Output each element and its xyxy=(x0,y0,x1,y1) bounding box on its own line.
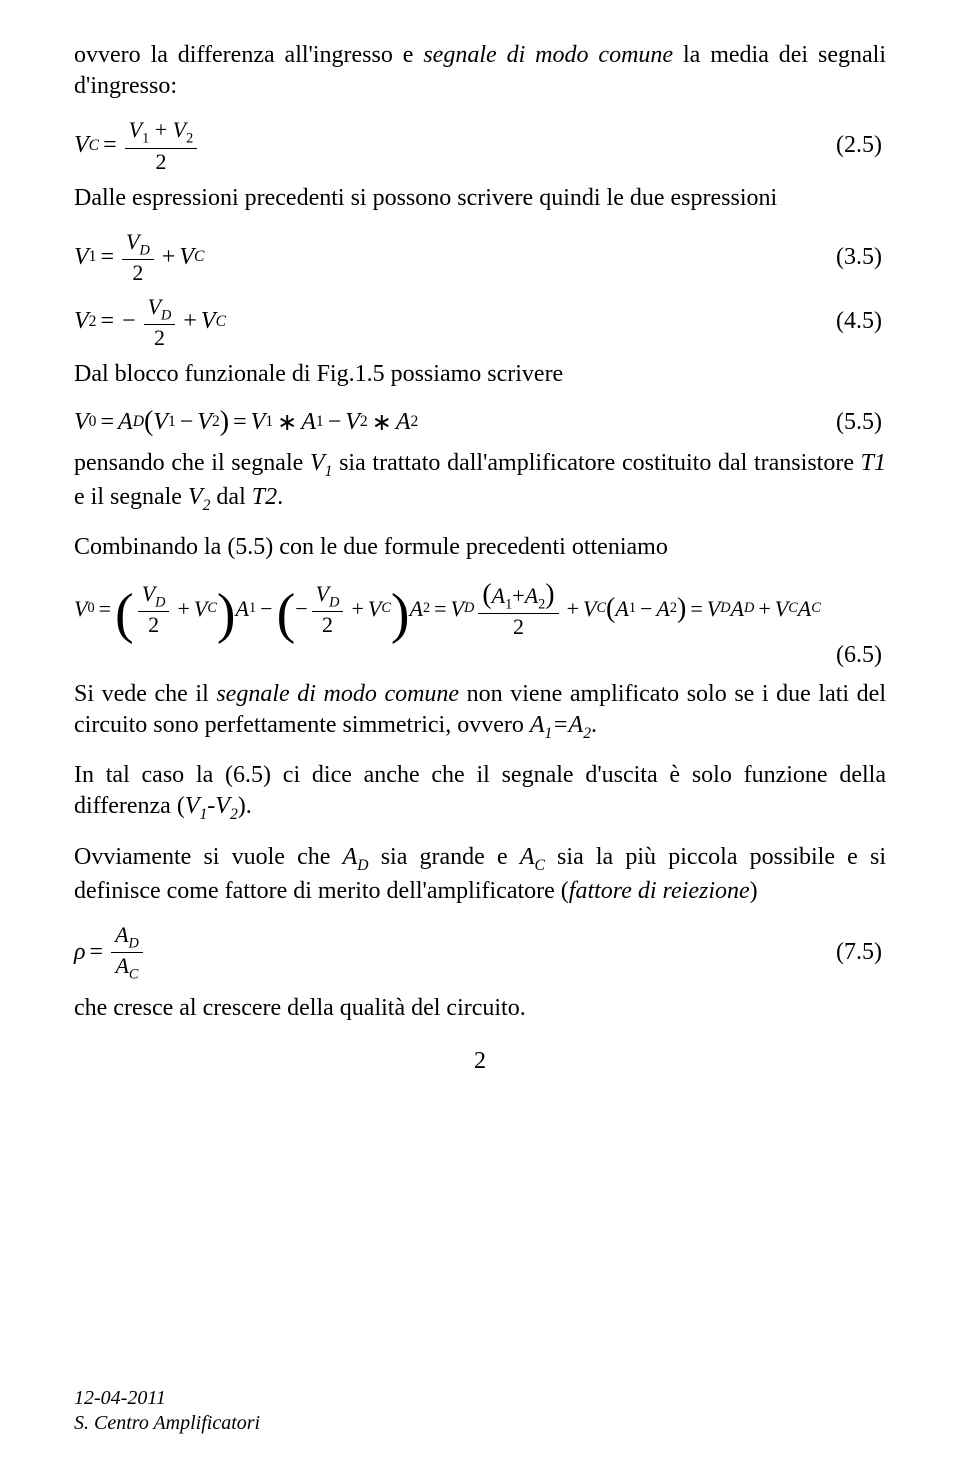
text: e il segnale xyxy=(74,484,188,510)
sym-V1: V1 xyxy=(310,450,332,476)
equation-6-5-num-row: (6.5) xyxy=(74,642,886,669)
frac: VD 2 xyxy=(144,295,176,349)
eqnum-3-5: (3.5) xyxy=(836,244,886,271)
sym-T2: T2 xyxy=(252,484,277,510)
para-si-vede: Si vede che il segnale di modo comune no… xyxy=(74,679,886,744)
equation-6-5: V0= ( VD2 +VC )A1 − (− VD2 +VC )A2 =VD (… xyxy=(74,580,886,638)
eq-7-5-body: ρ= AD AC xyxy=(74,923,147,983)
term-segnale-modo-comune-2: segnale di modo comune xyxy=(216,681,459,707)
para-intro: ovvero la differenza all'ingresso e segn… xyxy=(74,40,886,102)
sym-A1-eq-A2: A1=A2 xyxy=(530,712,591,738)
para-pensando: pensando che il segnale V1 sia trattato … xyxy=(74,448,886,516)
frac: VD 2 xyxy=(122,230,154,284)
page-number: 2 xyxy=(74,1048,886,1075)
footer-author: S. Centro Amplificatori xyxy=(74,1411,260,1436)
eqnum-6-5: (6.5) xyxy=(836,642,886,669)
frac: V1 + V2 2 xyxy=(125,118,198,172)
footer-date: 12-04-2011 xyxy=(74,1386,260,1411)
text: dal xyxy=(210,484,251,510)
sym-AC: AC xyxy=(520,844,545,870)
eqnum-4-5: (4.5) xyxy=(836,308,886,335)
eq-4-5-body: V2=− VD 2 +VC xyxy=(74,295,226,349)
para-dalle: Dalle espressioni precedenti si possono … xyxy=(74,183,886,214)
equation-5-5: V0=AD(V1−V2)=V1∗A1−V2∗A2 (5.5) xyxy=(74,406,886,438)
text: sia grande e xyxy=(369,844,520,870)
para-combinando: Combinando la (5.5) con le due formule p… xyxy=(74,532,886,563)
sym-AD: AD xyxy=(343,844,369,870)
eq-6-5-body: V0= ( VD2 +VC )A1 − (− VD2 +VC )A2 =VD (… xyxy=(74,580,821,638)
text: pensando che il segnale xyxy=(74,450,310,476)
equation-2-5: VC= V1 + V2 2 (2.5) xyxy=(74,118,886,172)
equation-7-5: ρ= AD AC (7.5) xyxy=(74,923,886,983)
text: sia trattato dall'amplificatore costitui… xyxy=(332,450,860,476)
eq-3-5-body: V1= VD 2 +VC xyxy=(74,230,204,284)
sym-V2: V2 xyxy=(188,484,210,510)
para-dal-blocco: Dal blocco funzionale di Fig.1.5 possiam… xyxy=(74,359,886,390)
text: Ovviamente si vuole che xyxy=(74,844,343,870)
para-che-cresce: che cresce al crescere della qualità del… xyxy=(74,993,886,1024)
eqnum-5-5: (5.5) xyxy=(836,409,886,436)
text: Si vede che il xyxy=(74,681,216,707)
eqnum-2-5: (2.5) xyxy=(836,132,886,159)
sym-V1-minus-V2: V1-V2 xyxy=(185,793,238,819)
eq-2-5-body: VC= V1 + V2 2 xyxy=(74,118,201,172)
text: ) xyxy=(750,878,758,904)
sym-T1: T1 xyxy=(861,450,886,476)
equation-3-5: V1= VD 2 +VC (3.5) xyxy=(74,230,886,284)
equation-4-5: V2=− VD 2 +VC (4.5) xyxy=(74,295,886,349)
text: ). xyxy=(238,793,252,819)
text: ovvero la differenza all'ingresso e xyxy=(74,42,423,68)
eq-5-5-body: V0=AD(V1−V2)=V1∗A1−V2∗A2 xyxy=(74,406,418,438)
frac: AD AC xyxy=(111,923,143,983)
para-in-tal-caso: In tal caso la (6.5) ci dice anche che i… xyxy=(74,760,886,825)
page: ovvero la differenza all'ingresso e segn… xyxy=(0,0,960,1464)
term-segnale-modo-comune: segnale di modo comune xyxy=(423,42,673,68)
footer: 12-04-2011 S. Centro Amplificatori xyxy=(74,1386,260,1436)
term-fattore-reiezione: fattore di reiezione xyxy=(569,878,750,904)
eqnum-7-5: (7.5) xyxy=(836,939,886,966)
para-ovviamente: Ovviamente si vuole che AD sia grande e … xyxy=(74,842,886,907)
